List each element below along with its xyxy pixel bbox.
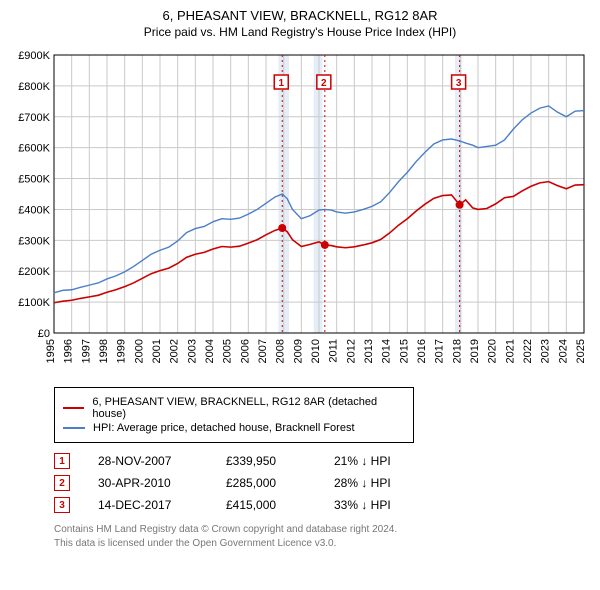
- transaction-date: 30-APR-2010: [98, 476, 198, 490]
- svg-text:£200K: £200K: [18, 266, 50, 278]
- transaction-price: £339,950: [226, 454, 306, 468]
- legend-swatch: [63, 427, 85, 429]
- svg-text:2005: 2005: [222, 339, 234, 363]
- svg-text:2002: 2002: [169, 339, 181, 363]
- transaction-diff: 28% ↓ HPI: [334, 476, 424, 490]
- svg-text:£600K: £600K: [18, 143, 50, 155]
- transaction-badge: 2: [54, 475, 70, 491]
- svg-text:2009: 2009: [292, 339, 304, 363]
- svg-text:3: 3: [456, 78, 462, 89]
- transaction-price: £285,000: [226, 476, 306, 490]
- transaction-diff: 21% ↓ HPI: [334, 454, 424, 468]
- svg-text:2024: 2024: [557, 339, 569, 363]
- transaction-badge: 3: [54, 497, 70, 513]
- svg-text:2017: 2017: [434, 339, 446, 363]
- price-chart: £0 £100K £200K £300K £400K £500K £600K £700K £80…: [8, 49, 592, 379]
- svg-text:1999: 1999: [116, 339, 128, 363]
- svg-text:1: 1: [278, 78, 284, 89]
- transaction-badge: 1: [54, 453, 70, 469]
- chart-container: £0 £100K £200K £300K £400K £500K £600K £700K £80…: [8, 49, 592, 379]
- svg-text:2025: 2025: [575, 339, 587, 363]
- transaction-price: £415,000: [226, 498, 306, 512]
- svg-text:2022: 2022: [522, 339, 534, 363]
- svg-text:2011: 2011: [328, 339, 340, 363]
- svg-text:2007: 2007: [257, 339, 269, 363]
- footnote: Contains HM Land Registry data © Crown c…: [54, 523, 592, 550]
- transaction-diff: 33% ↓ HPI: [334, 498, 424, 512]
- svg-text:2014: 2014: [381, 339, 393, 363]
- svg-text:1998: 1998: [98, 339, 110, 363]
- svg-text:£500K: £500K: [18, 174, 50, 186]
- table-row: 3 14-DEC-2017 £415,000 33% ↓ HPI: [54, 497, 592, 513]
- legend-swatch: [63, 407, 84, 409]
- svg-text:£400K: £400K: [18, 204, 50, 216]
- footnote-line: Contains HM Land Registry data © Crown c…: [54, 523, 592, 537]
- svg-text:2003: 2003: [186, 339, 198, 363]
- svg-text:1995: 1995: [45, 339, 57, 363]
- svg-text:£700K: £700K: [18, 112, 50, 124]
- table-row: 2 30-APR-2010 £285,000 28% ↓ HPI: [54, 475, 592, 491]
- svg-text:2021: 2021: [504, 339, 516, 363]
- svg-text:£0: £0: [38, 328, 50, 340]
- svg-text:2004: 2004: [204, 339, 216, 363]
- legend: 6, PHEASANT VIEW, BRACKNELL, RG12 8AR (d…: [54, 387, 414, 443]
- chart-subtitle: Price paid vs. HM Land Registry's House …: [8, 25, 592, 39]
- svg-text:£900K: £900K: [18, 50, 50, 62]
- transaction-date: 14-DEC-2017: [98, 498, 198, 512]
- legend-row: HPI: Average price, detached house, Brac…: [63, 422, 405, 434]
- chart-title: 6, PHEASANT VIEW, BRACKNELL, RG12 8AR: [8, 8, 592, 23]
- svg-text:2020: 2020: [487, 339, 499, 363]
- legend-label: 6, PHEASANT VIEW, BRACKNELL, RG12 8AR (d…: [92, 396, 405, 420]
- svg-text:2016: 2016: [416, 339, 428, 363]
- svg-text:£300K: £300K: [18, 235, 50, 247]
- svg-text:2019: 2019: [469, 339, 481, 363]
- svg-text:2018: 2018: [451, 339, 463, 363]
- svg-text:2006: 2006: [239, 339, 251, 363]
- transaction-date: 28-NOV-2007: [98, 454, 198, 468]
- svg-text:1997: 1997: [80, 339, 92, 363]
- svg-text:2023: 2023: [540, 339, 552, 363]
- svg-text:2000: 2000: [133, 339, 145, 363]
- legend-row: 6, PHEASANT VIEW, BRACKNELL, RG12 8AR (d…: [63, 396, 405, 420]
- svg-text:2001: 2001: [151, 339, 163, 363]
- footnote-line: This data is licensed under the Open Gov…: [54, 537, 592, 551]
- svg-text:1996: 1996: [63, 339, 75, 363]
- svg-text:2015: 2015: [398, 339, 410, 363]
- svg-text:2013: 2013: [363, 339, 375, 363]
- svg-text:£100K: £100K: [18, 297, 50, 309]
- transaction-table: 1 28-NOV-2007 £339,950 21% ↓ HPI 2 30-APR-201…: [54, 453, 592, 513]
- svg-text:£800K: £800K: [18, 81, 50, 93]
- svg-text:2: 2: [321, 78, 327, 89]
- svg-text:2012: 2012: [345, 339, 357, 363]
- svg-text:2008: 2008: [275, 339, 287, 363]
- table-row: 1 28-NOV-2007 £339,950 21% ↓ HPI: [54, 453, 592, 469]
- svg-text:2010: 2010: [310, 339, 322, 363]
- legend-label: HPI: Average price, detached house, Brac…: [93, 422, 355, 434]
